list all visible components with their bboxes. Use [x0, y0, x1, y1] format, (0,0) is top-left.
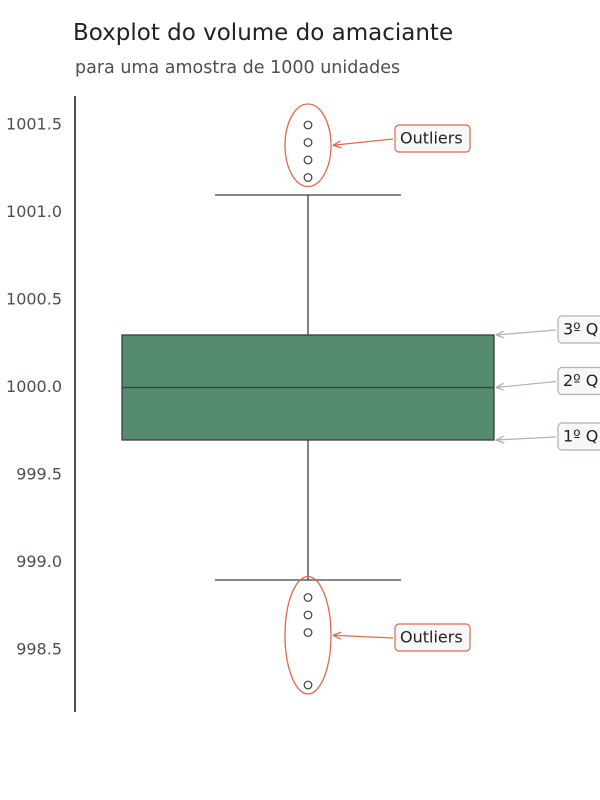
- q1-label-arrow: [496, 437, 557, 440]
- q2-label-text: 2º Q: [563, 371, 598, 390]
- q3-label-arrow: [496, 329, 557, 335]
- outlier-point: [303, 680, 313, 690]
- lower-outliers-label-box: [394, 623, 471, 652]
- outlier-point: [303, 628, 313, 637]
- outlier-point: [303, 138, 313, 147]
- y-tick-label: 999.5: [16, 465, 62, 484]
- y-tick-label: 1001.5: [6, 115, 62, 134]
- q1-label-box: [557, 422, 600, 451]
- y-tick-label: 1000.5: [6, 290, 62, 309]
- q3-label-text: 3º Q: [563, 320, 598, 339]
- y-tick-label: 999.0: [16, 552, 62, 571]
- q3-label-box: [557, 315, 600, 344]
- upper-outliers-highlight-ellipse: [284, 103, 332, 188]
- outlier-point: [303, 173, 313, 182]
- y-tick-label: 1001.0: [6, 202, 62, 221]
- y-tick-label: 1000.0: [6, 377, 62, 396]
- upper-outliers-label-box: [394, 124, 471, 153]
- q2-label-arrow: [496, 380, 557, 388]
- upper-outliers-label-text: Outliers: [400, 129, 463, 148]
- q1-label-text: 1º Q: [563, 427, 598, 446]
- lower-outliers-highlight-ellipse: [284, 575, 332, 695]
- q2-label-box: [557, 366, 600, 396]
- lower-outliers-label-text: Outliers: [400, 628, 463, 647]
- outlier-point: [303, 593, 313, 602]
- y-tick-label: 998.5: [16, 640, 62, 659]
- chart-title: Boxplot do volume do amaciante: [73, 20, 454, 46]
- outlier-point: [303, 120, 313, 130]
- chart-subtitle: para uma amostra de 1000 unidades: [75, 58, 401, 78]
- outlier-point: [303, 155, 313, 165]
- upper-outliers-label-arrow: [333, 138, 394, 145]
- lower-outliers-label-arrow: [333, 635, 394, 638]
- outlier-point: [303, 610, 313, 620]
